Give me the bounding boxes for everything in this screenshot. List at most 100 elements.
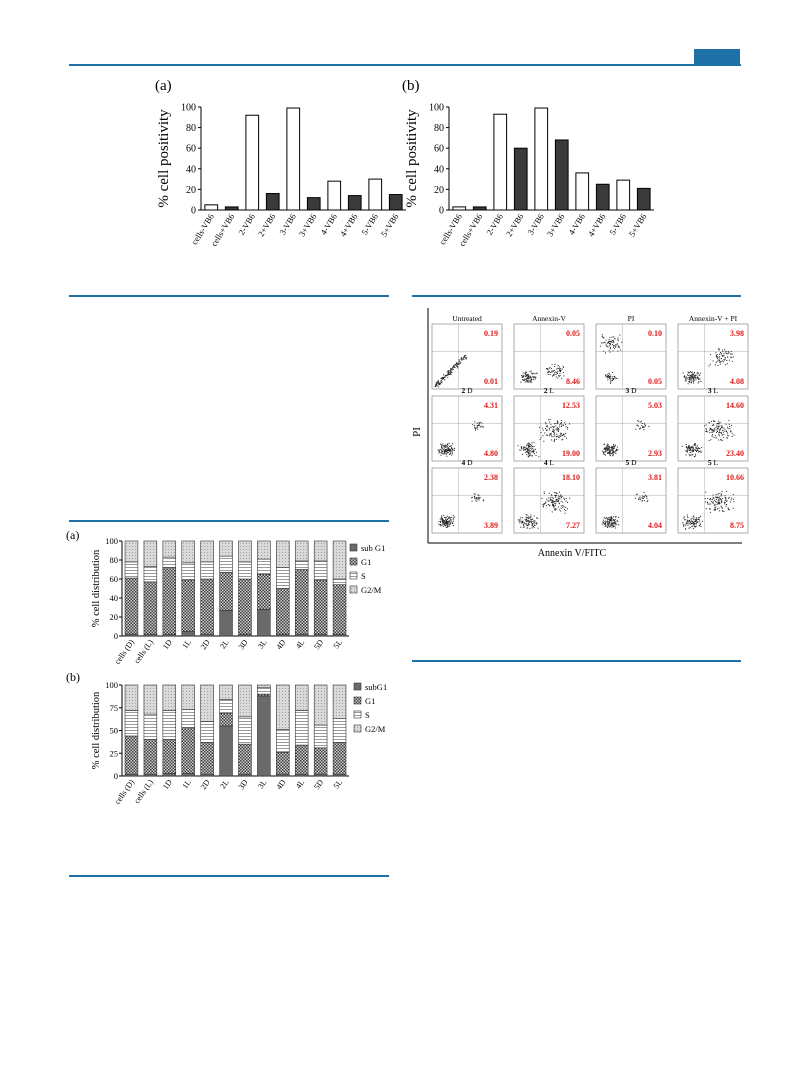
flow-event-dot	[604, 341, 606, 343]
flow-event-dot	[708, 439, 710, 441]
flow-event-dot	[606, 449, 608, 451]
flow-event-dot	[615, 516, 617, 518]
flow-event-dot	[603, 350, 605, 352]
flow-event-dot	[713, 429, 715, 431]
flow-event-dot	[691, 371, 693, 373]
flow-event-dot	[697, 450, 699, 452]
flow-event-dot	[612, 341, 614, 343]
stack-segment	[257, 684, 271, 689]
flow-event-dot	[602, 519, 604, 521]
bar	[472, 206, 487, 211]
upper-quadrant-value: 0.05	[566, 329, 580, 338]
flow-event-dot	[519, 449, 521, 451]
flow-event-dot	[689, 378, 691, 380]
flow-event-dot	[724, 430, 726, 432]
flow-event-dot	[539, 439, 541, 441]
flow-event-dot	[718, 432, 720, 434]
flow-event-dot	[441, 380, 443, 382]
flow-event-dot	[442, 453, 444, 455]
flow-event-dot	[639, 428, 641, 430]
flow-event-dot	[696, 517, 698, 519]
flow-event-dot	[712, 500, 714, 502]
flow-event-dot	[555, 492, 557, 494]
flow-event-dot	[683, 517, 685, 519]
flow-event-dot	[445, 446, 447, 448]
flow-event-dot	[694, 525, 696, 527]
flow-event-dot	[527, 378, 529, 380]
flow-event-dot	[448, 520, 450, 522]
flow-event-dot	[562, 438, 564, 440]
flow-event-dot	[720, 493, 722, 495]
stack-segment	[238, 578, 252, 635]
flow-event-dot	[728, 423, 730, 425]
flow-event-dot	[698, 378, 700, 380]
flow-event-dot	[556, 420, 558, 422]
flow-event-dot	[453, 364, 455, 366]
stack-segment	[124, 561, 139, 579]
flow-event-dot	[462, 357, 464, 359]
flow-event-dot	[610, 518, 612, 520]
flow-event-dot	[725, 423, 727, 425]
flow-event-dot	[551, 375, 553, 377]
flow-event-dot	[440, 524, 442, 526]
flow-event-dot	[711, 429, 713, 431]
flow-event-dot	[535, 523, 537, 525]
flow-event-dot	[612, 522, 614, 524]
flow-event-dot	[563, 434, 565, 436]
flow-event-dot	[555, 423, 557, 425]
flow-event-dot	[610, 516, 612, 518]
flow-event-dot	[549, 427, 551, 429]
flow-event-dot	[560, 494, 562, 496]
flow-event-dot	[643, 496, 645, 498]
flow-event-dot	[444, 516, 446, 518]
flow-event-dot	[700, 372, 702, 374]
flow-event-dot	[555, 509, 557, 511]
flow-event-dot	[695, 455, 697, 457]
flow-event-dot	[719, 429, 721, 431]
flow-event-dot	[697, 382, 699, 384]
flow-event-dot	[517, 445, 519, 447]
bar	[224, 206, 239, 211]
y-tick-label: 80	[434, 123, 444, 134]
flow-event-dot	[726, 431, 728, 433]
flow-event-dot	[444, 522, 446, 524]
flow-panel-condition: Annexin-V + PI	[689, 314, 738, 323]
flow-panel-title: 5 D	[625, 458, 637, 467]
flow-event-dot	[691, 517, 693, 519]
flow-event-dot	[562, 365, 564, 367]
y-tick-label: 50	[110, 726, 119, 736]
flow-event-dot	[560, 495, 562, 497]
flow-event-dot	[731, 432, 733, 434]
flow-event-dot	[437, 381, 439, 383]
flow-event-dot	[687, 449, 689, 451]
stack-segment	[200, 540, 214, 563]
flow-event-dot	[551, 426, 553, 428]
flow-event-dot	[552, 375, 554, 377]
flow-event-dot	[688, 453, 690, 455]
flow-event-dot	[715, 501, 717, 503]
flow-event-dot	[699, 521, 701, 523]
flow-event-dot	[551, 495, 553, 497]
flow-event-dot	[606, 517, 608, 519]
divider-rule	[69, 295, 389, 297]
flow-event-dot	[528, 443, 530, 445]
flow-event-dot	[448, 449, 450, 451]
panel-letter: (a)	[66, 528, 80, 542]
stack-segment	[143, 540, 158, 567]
flow-event-dot	[556, 433, 558, 435]
flow-event-dot	[452, 368, 454, 370]
flow-event-dot	[558, 366, 560, 368]
flow-event-dot	[611, 336, 613, 338]
x-tick-label: 2D	[199, 778, 212, 791]
flow-event-dot	[641, 422, 643, 424]
flow-event-dot	[722, 431, 724, 433]
flow-event-dot	[607, 374, 609, 376]
flow-event-dot	[689, 376, 691, 378]
flow-event-dot	[550, 432, 552, 434]
flow-event-dot	[556, 501, 558, 503]
flow-event-dot	[696, 522, 698, 524]
flow-panel-title: 2 D	[461, 386, 473, 395]
flow-event-dot	[554, 491, 556, 493]
flow-event-dot	[683, 523, 685, 525]
flow-event-dot	[474, 421, 476, 423]
